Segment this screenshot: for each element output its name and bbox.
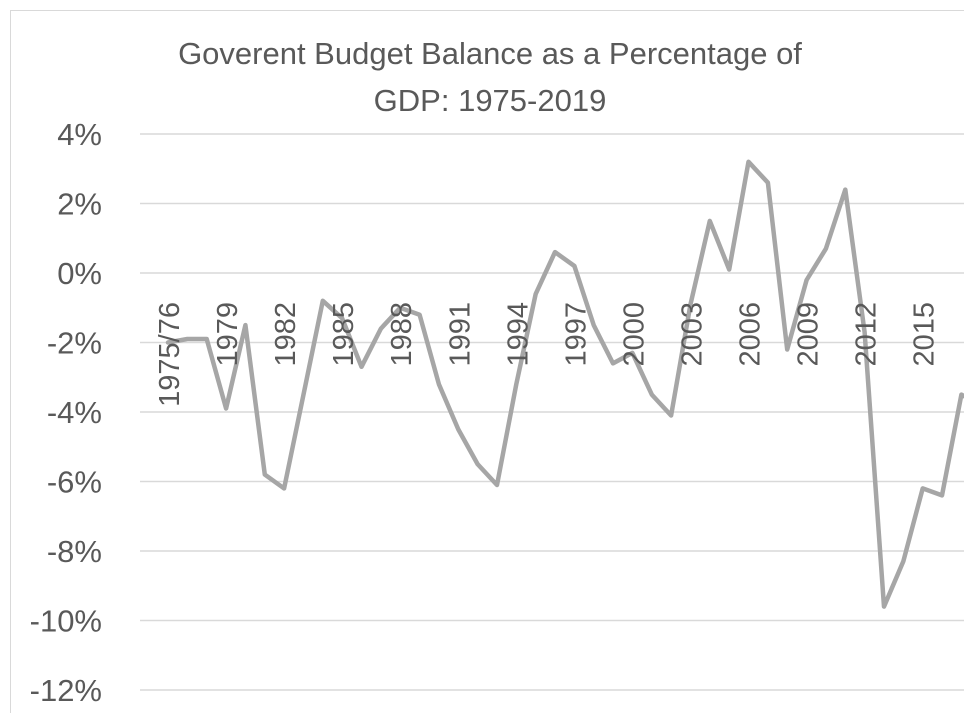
chart-title-line-1: Goverent Budget Balance as a Percentage … xyxy=(178,36,802,71)
series-line xyxy=(165,159,964,609)
x-tick-label: 2006 xyxy=(735,302,767,367)
chart-area-border xyxy=(10,10,964,713)
y-tick-label: -4% xyxy=(47,395,102,430)
x-tick-label: 1975/76 xyxy=(154,302,186,407)
y-tick-label: -6% xyxy=(47,465,102,500)
y-tick-label: -12% xyxy=(30,673,102,708)
x-tick-label: 1991 xyxy=(444,302,476,367)
x-tick-label: 2000 xyxy=(618,302,650,367)
x-axis-tick-labels: 1975/76 1979 1982 1985 1988 1991 1994 1997 2000 2… xyxy=(154,302,941,407)
y-axis-tick-labels: 4% 2% 0% -2% -4% -6% -8% -10% -12% xyxy=(30,117,102,708)
x-tick-label: 1988 xyxy=(386,302,418,367)
y-tick-label: -10% xyxy=(30,604,102,639)
x-tick-label: 2012 xyxy=(851,302,883,367)
x-tick-label: 1985 xyxy=(328,302,360,367)
x-tick-label: 2003 xyxy=(676,302,708,367)
y-tick-label: 0% xyxy=(57,256,102,291)
x-tick-label: 1997 xyxy=(560,302,592,367)
x-tick-label: 1979 xyxy=(212,302,244,367)
y-tick-label: 4% xyxy=(57,117,102,152)
chart-title-line-2: GDP: 1975-2019 xyxy=(374,83,607,118)
x-tick-label: 1982 xyxy=(270,302,302,367)
series-line-layer xyxy=(165,159,964,609)
x-tick-label: 2015 xyxy=(909,302,941,367)
y-tick-label: -8% xyxy=(47,534,102,569)
y-tick-label: -2% xyxy=(47,326,102,361)
y-tick-label: 2% xyxy=(57,187,102,222)
x-tick-label: 2009 xyxy=(793,302,825,367)
x-tick-label: 1994 xyxy=(502,302,534,367)
gridlines xyxy=(140,133,964,691)
